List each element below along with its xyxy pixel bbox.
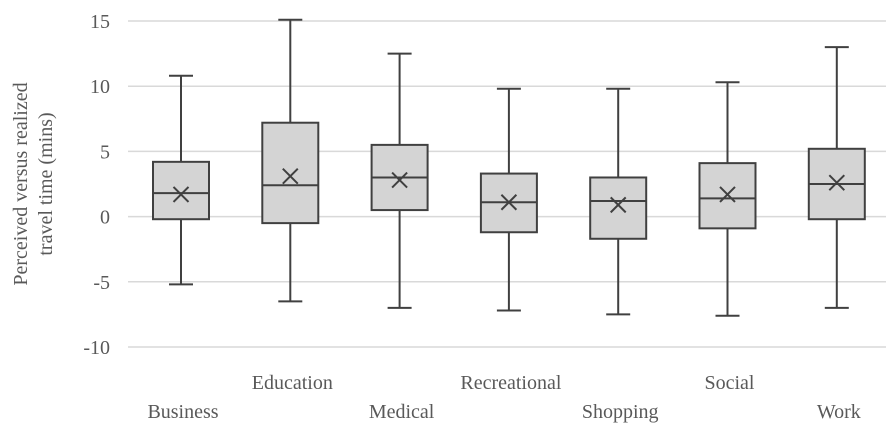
x-tick-label: Work (817, 401, 861, 423)
x-tick-label: Business (147, 401, 218, 423)
iqr-box (152, 160, 210, 221)
boxes (152, 18, 866, 317)
box-business (152, 74, 210, 286)
y-tick-label: 0 (100, 207, 110, 229)
y-tick-label: 5 (100, 141, 110, 163)
box-recreational (479, 87, 538, 312)
mean-marker (172, 186, 190, 203)
box-social (698, 81, 757, 317)
mean-marker (500, 194, 518, 211)
y-tick-label: 15 (90, 11, 110, 33)
mean-marker (609, 196, 627, 214)
mean-marker (391, 171, 408, 189)
box-education (261, 18, 320, 303)
iqr-box (589, 176, 648, 240)
y-axis-label: Perceived versus realized travel time (mi… (10, 82, 57, 285)
x-tick-label: Shopping (582, 401, 659, 423)
y-axis-label-line: travel time (mins) (35, 112, 57, 255)
box-work (807, 46, 866, 309)
y-tick-label: -10 (83, 337, 110, 359)
x-tick-label: Social (705, 372, 755, 394)
x-axis-labels: Business Education Medical Recreational Shop… (147, 372, 860, 423)
mean-marker (719, 186, 736, 203)
iqr-box (261, 121, 320, 225)
x-tick-label: Recreational (460, 372, 561, 394)
y-tick-label: 10 (90, 76, 110, 98)
y-tick-label: -5 (93, 272, 110, 294)
iqr-box (698, 162, 757, 230)
box-shopping (589, 87, 648, 316)
x-tick-label: Education (252, 372, 333, 394)
x-tick-label: Medical (369, 401, 435, 423)
y-axis-label-line: Perceived versus realized (10, 82, 32, 285)
box-medical (370, 52, 429, 309)
y-axis-ticks: -10 -5 0 5 10 15 (83, 11, 110, 359)
mean-marker (282, 167, 299, 185)
mean-marker (828, 174, 846, 191)
